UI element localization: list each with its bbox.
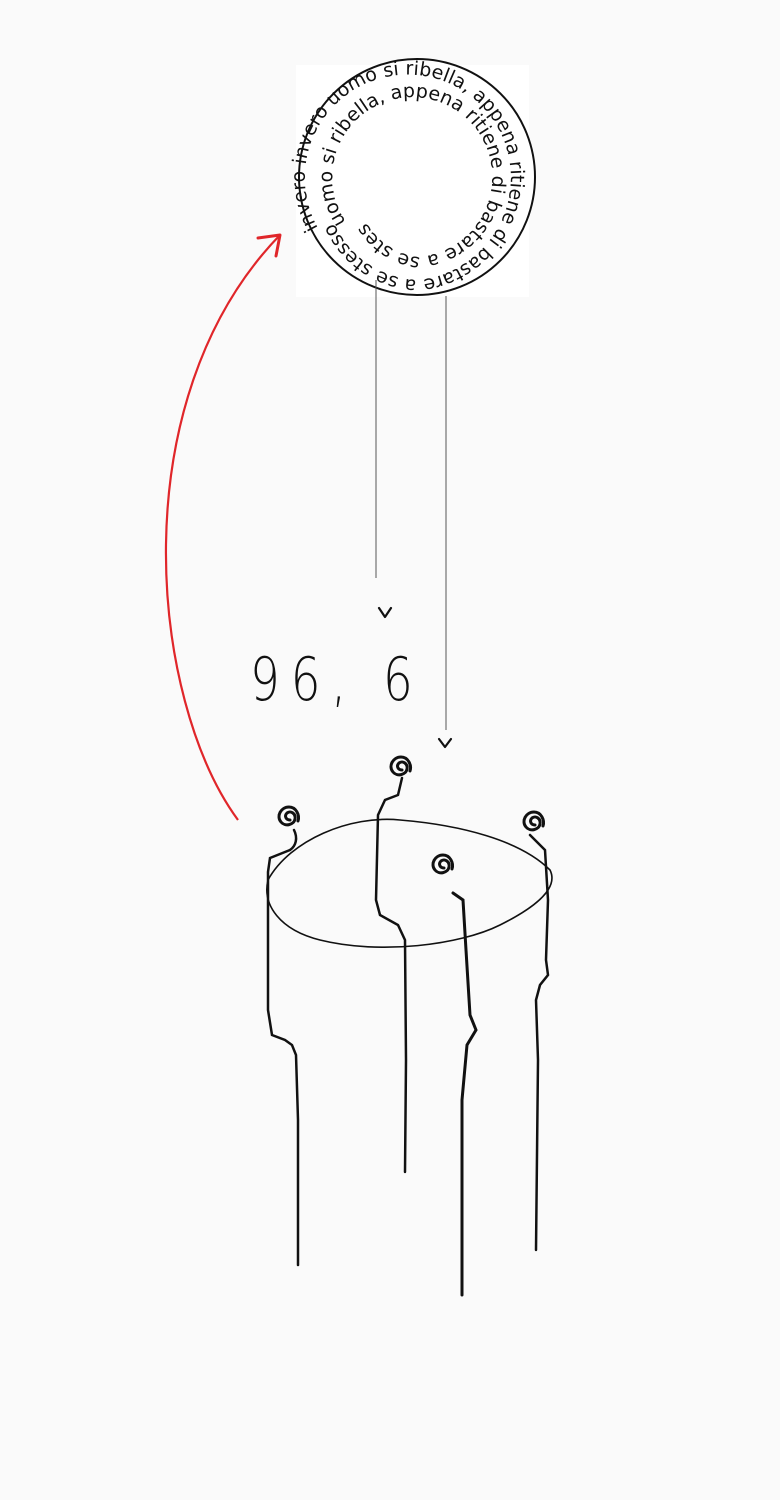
- pillars-drawing: [266, 755, 553, 1297]
- chevron-down-icon[interactable]: [377, 606, 393, 619]
- pillar-ring: [266, 818, 553, 948]
- spiral-icon: [277, 805, 300, 827]
- number-readout: 96, 6: [250, 645, 424, 715]
- curved-arrow-icon: [164, 233, 282, 821]
- pillar-center-left: [374, 776, 408, 1174]
- spiral-text-badge[interactable]: invero invero uomo si ribella, appena ri…: [0, 0, 536, 297]
- pillar-center-right: [451, 891, 478, 1297]
- pillar-right: [528, 833, 550, 1252]
- pillar-left: [266, 848, 300, 1267]
- chevron-down-icon[interactable]: [437, 737, 453, 749]
- badge-circle: [298, 58, 536, 296]
- spiral-icon: [522, 810, 545, 832]
- spiral-icon: [389, 755, 412, 777]
- spiral-icon: [431, 853, 454, 875]
